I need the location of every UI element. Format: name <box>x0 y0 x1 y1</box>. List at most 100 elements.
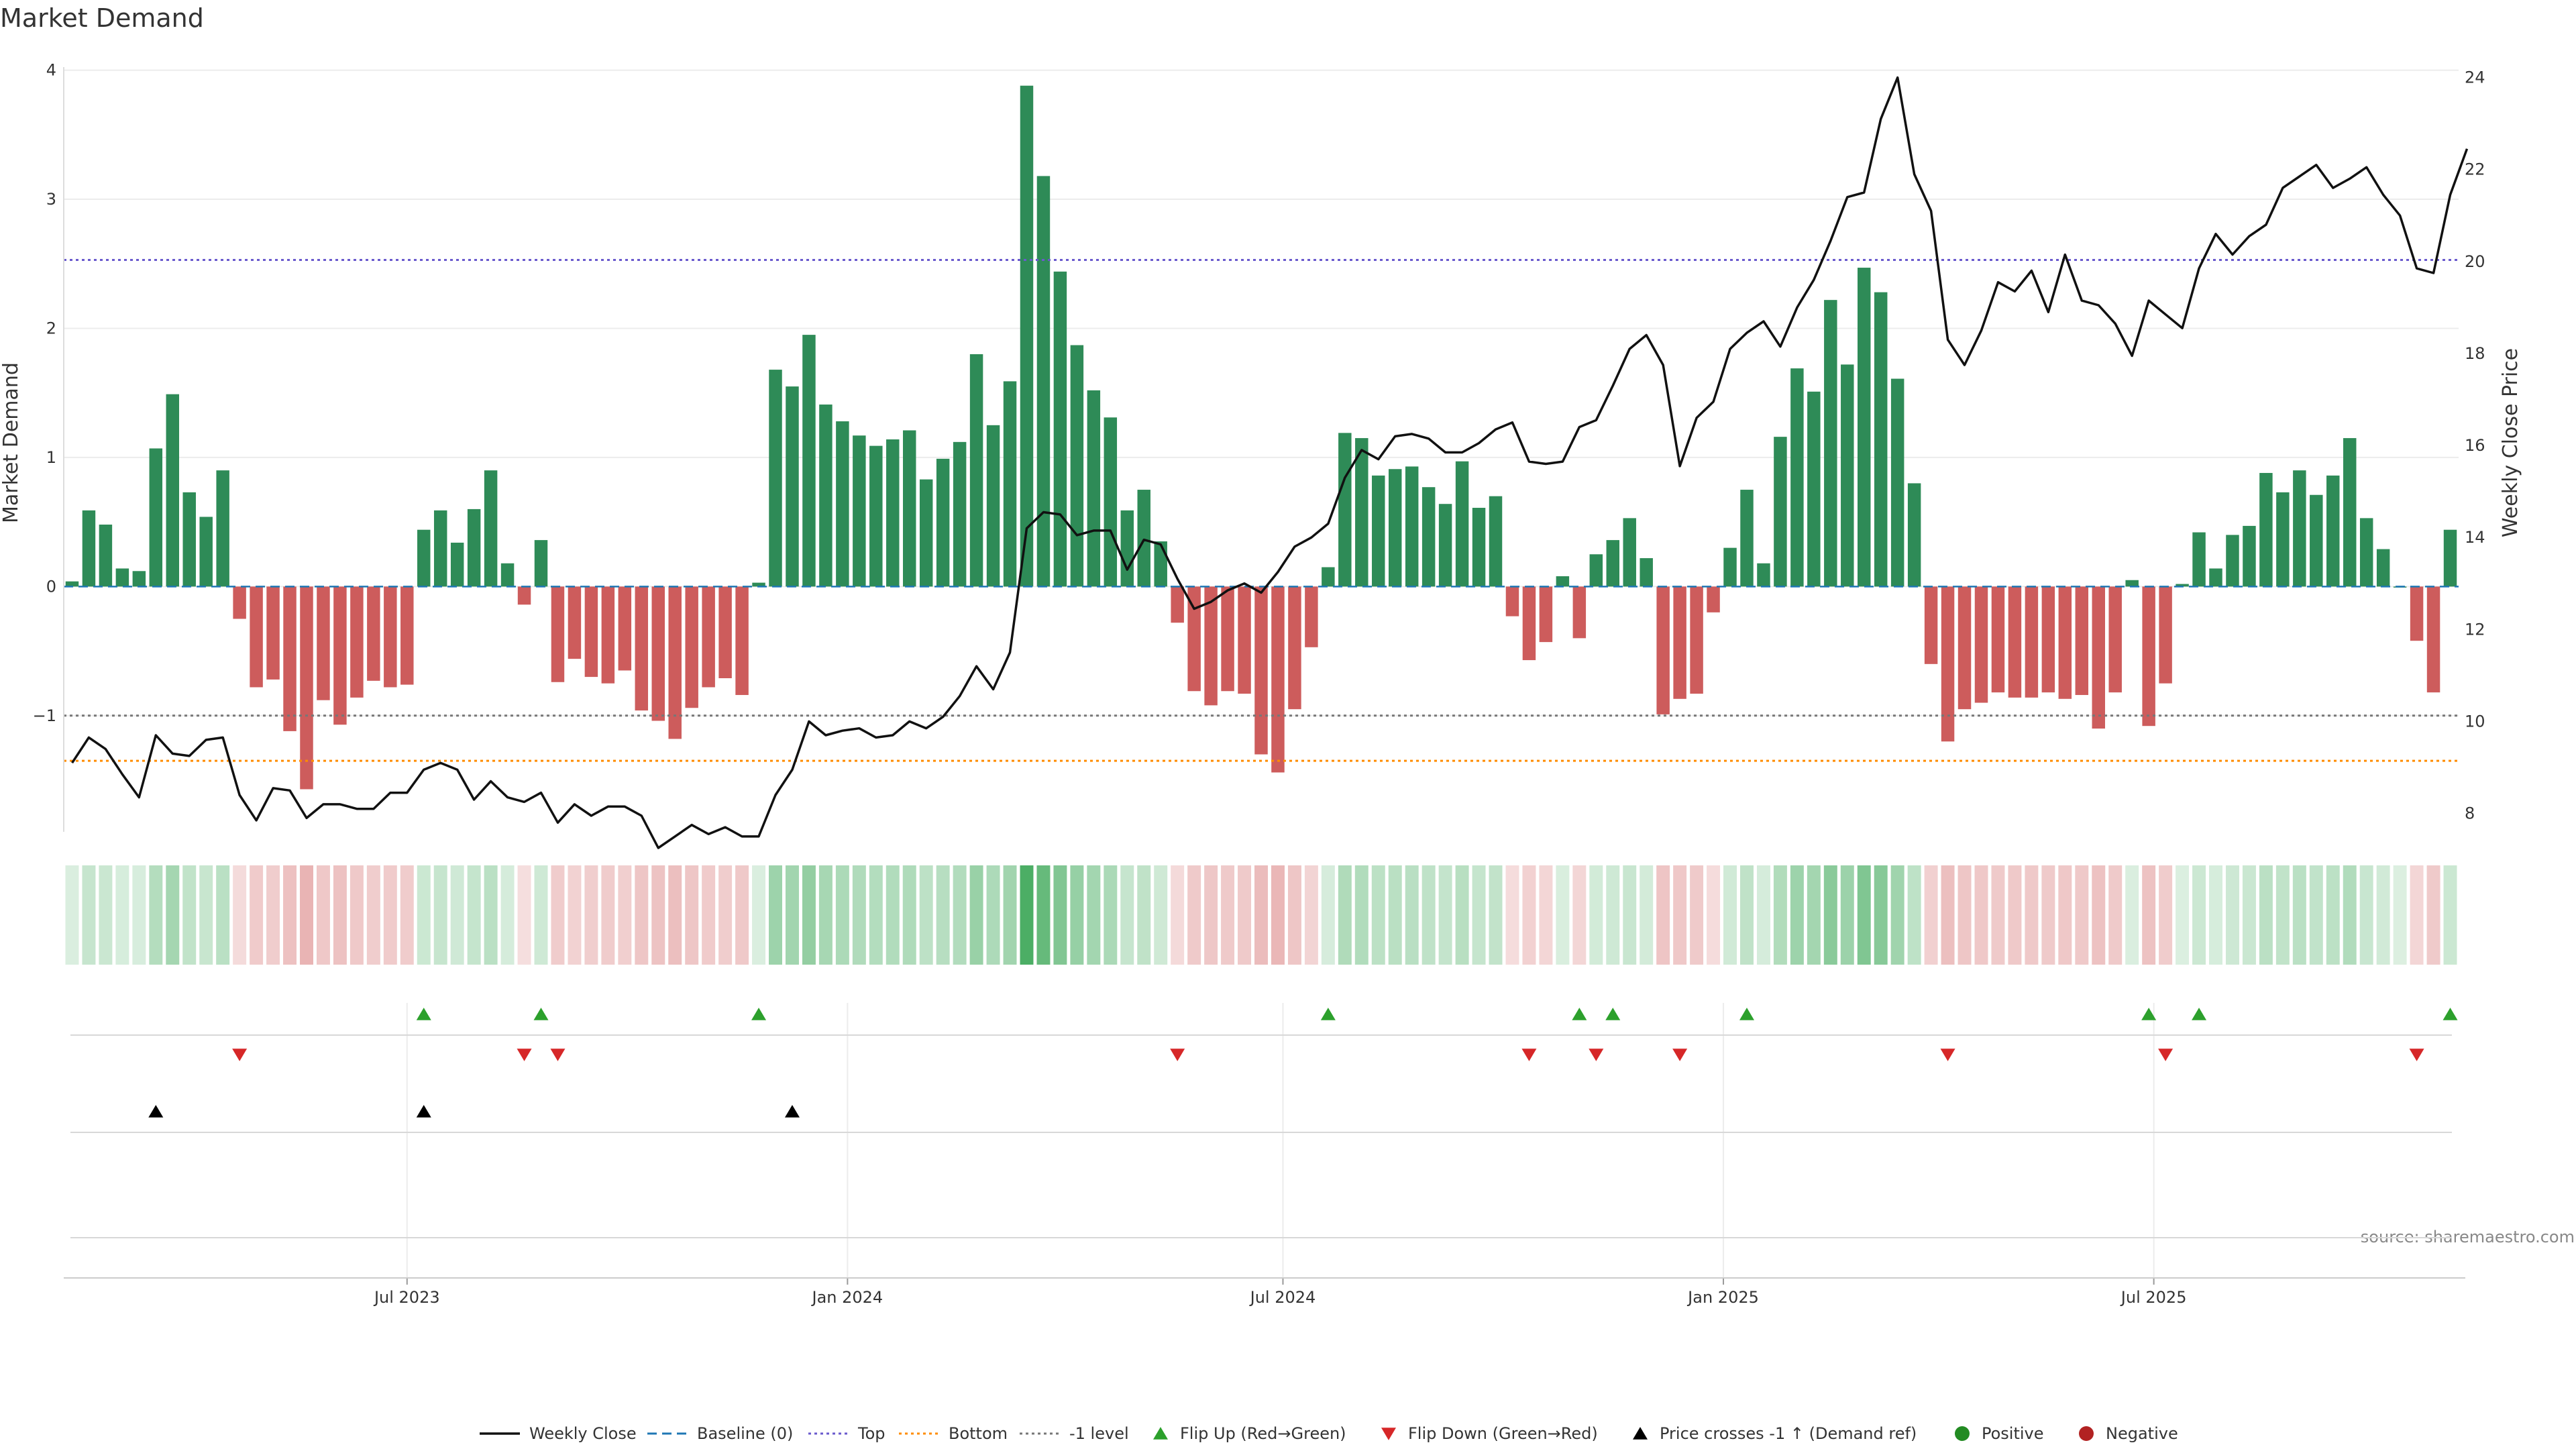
heat-cell <box>1070 865 1084 965</box>
right-tick-label: 14 <box>2465 528 2485 547</box>
x-tick-label: Jan 2024 <box>811 1288 883 1307</box>
heat-cell <box>902 865 916 965</box>
demand-bar <box>718 586 732 678</box>
heat-cell <box>769 865 782 965</box>
heat-cell <box>65 865 79 965</box>
demand-bar <box>635 586 649 711</box>
heat-cell <box>702 865 716 965</box>
heat-cell <box>2259 865 2273 965</box>
heat-cell <box>417 865 431 965</box>
demand-bar <box>1171 586 1184 623</box>
demand-bar <box>786 386 799 587</box>
heat-cell <box>1623 865 1637 965</box>
demand-bars <box>65 85 2457 790</box>
heat-cell <box>2292 865 2306 965</box>
flip-up-marker <box>1572 1008 1587 1020</box>
right-tick-label: 16 <box>2465 436 2485 455</box>
flip-down-marker <box>517 1049 532 1061</box>
legend-positive-swatch <box>1955 1426 1970 1441</box>
demand-bar <box>534 540 548 587</box>
demand-bar <box>1455 461 1469 587</box>
flip-down-marker <box>1170 1049 1185 1061</box>
left-tick-label: 4 <box>46 61 56 80</box>
heat-cell <box>2008 865 2022 965</box>
demand-bar <box>1288 586 1301 710</box>
heat-cell <box>1857 865 1871 965</box>
heat-cell <box>2209 865 2222 965</box>
heat-cell <box>266 865 280 965</box>
heat-cell <box>969 865 983 965</box>
legend-label: Flip Down (Green→Red) <box>1408 1424 1598 1443</box>
heat-cell <box>2359 865 2373 965</box>
demand-bar <box>2376 549 2390 587</box>
demand-bar <box>1723 547 1737 587</box>
legend-label: Baseline (0) <box>697 1424 793 1443</box>
heat-cell <box>2275 865 2290 965</box>
demand-bar <box>618 586 632 671</box>
demand-bar <box>2259 473 2273 587</box>
flip-up-marker <box>2192 1008 2207 1020</box>
demand-bar <box>1322 567 1335 587</box>
demand-bar <box>601 586 615 684</box>
demand-bar <box>1405 466 1419 587</box>
heat-cell <box>1656 865 1670 965</box>
heat-cell <box>82 865 96 965</box>
heat-cell <box>2376 865 2390 965</box>
demand-bar <box>1941 586 1955 742</box>
heat-cell <box>1238 865 1252 965</box>
heat-cell <box>584 865 598 965</box>
demand-bar <box>2176 584 2189 587</box>
heat-cell <box>835 865 849 965</box>
heat-cell <box>1924 865 1938 965</box>
demand-bar <box>417 529 431 587</box>
demand-bar <box>300 586 313 790</box>
demand-bar <box>166 394 180 587</box>
left-tick-label: −1 <box>33 706 56 725</box>
demand-bar <box>1606 540 1620 587</box>
heat-cell <box>1589 865 1603 965</box>
right-tick-label: 20 <box>2465 252 2485 271</box>
demand-bar <box>132 571 146 587</box>
demand-bar <box>1858 268 1871 587</box>
demand-bar <box>568 586 582 659</box>
left-axis-title: Market Demand <box>0 362 23 523</box>
legend-label: Negative <box>2106 1424 2178 1443</box>
flip-up-marker <box>2443 1008 2458 1020</box>
heat-cell <box>568 865 582 965</box>
flip-down-marker <box>1672 1049 1688 1061</box>
legend-label: Price crosses -1 ↑ (Demand ref) <box>1660 1424 1917 1443</box>
legend-label: -1 level <box>1069 1424 1129 1443</box>
demand-bar <box>182 492 196 587</box>
heat-cell <box>199 865 213 965</box>
demand-bar <box>199 517 213 587</box>
heat-cell <box>2192 865 2206 965</box>
heat-cell <box>1104 865 1118 965</box>
demand-bar <box>1907 483 1921 587</box>
heat-cell <box>2309 865 2323 965</box>
demand-bar <box>1438 504 1452 587</box>
demand-bar <box>1053 271 1067 587</box>
demand-bar <box>969 354 983 587</box>
flip-down-marker <box>2409 1049 2424 1061</box>
demand-bar <box>869 445 883 587</box>
demand-bar <box>2025 586 2039 698</box>
heat-cell <box>986 865 1000 965</box>
demand-bar <box>1204 586 1218 706</box>
demand-bar <box>802 335 816 587</box>
demand-bar <box>400 586 414 685</box>
demand-bar <box>1522 586 1536 661</box>
heat-cell <box>668 865 682 965</box>
flip-up-marker <box>533 1008 549 1020</box>
heat-cell <box>400 865 414 965</box>
right-tick-label: 10 <box>2465 712 2485 731</box>
legend-label: Flip Up (Red→Green) <box>1180 1424 1346 1443</box>
heat-cell <box>250 865 264 965</box>
heat-cell <box>1974 865 1988 965</box>
legend-label: Bottom <box>949 1424 1008 1443</box>
heat-cell <box>735 865 749 965</box>
heat-cell <box>316 865 330 965</box>
right-tick-label: 18 <box>2465 344 2485 363</box>
left-tick-label: 0 <box>46 577 56 596</box>
heat-cell <box>2092 865 2106 965</box>
